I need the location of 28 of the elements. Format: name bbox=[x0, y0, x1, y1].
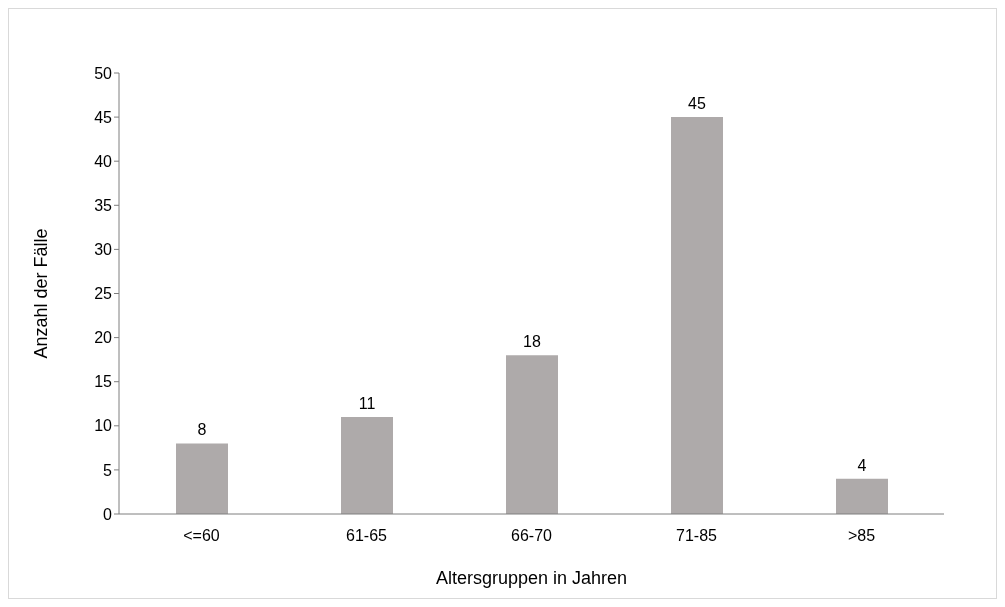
bar bbox=[836, 478, 888, 514]
data-label: 18 bbox=[523, 333, 541, 351]
data-label: 11 bbox=[358, 394, 376, 412]
x-tick-label: <=60 bbox=[183, 527, 220, 545]
data-label: 8 bbox=[197, 421, 207, 439]
x-axis-title: Altersgruppen in Jahren bbox=[435, 568, 628, 588]
data-label: 4 bbox=[857, 456, 867, 474]
bar bbox=[506, 355, 558, 514]
x-tick-label: 71-85 bbox=[676, 527, 718, 545]
y-axis-title: Anzahl der Fälle bbox=[31, 228, 52, 359]
x-tick-label: >85 bbox=[847, 527, 876, 545]
x-tick-label: 66-70 bbox=[511, 527, 553, 545]
y-tick-label: 10 bbox=[94, 417, 113, 435]
y-tick-label: 25 bbox=[94, 285, 113, 303]
y-tick-label: 50 bbox=[94, 64, 113, 82]
y-tick-label: 45 bbox=[94, 108, 113, 126]
y-tick-label: 35 bbox=[94, 196, 113, 214]
x-tick-label: 61-65 bbox=[346, 527, 388, 545]
y-tick-label: 40 bbox=[94, 152, 113, 170]
bar bbox=[176, 443, 228, 514]
bar bbox=[671, 117, 723, 514]
y-tick-label: 15 bbox=[94, 373, 113, 391]
bar bbox=[341, 416, 393, 514]
y-tick-label: 5 bbox=[103, 461, 113, 479]
y-tick-label: 30 bbox=[94, 241, 113, 259]
data-label: 45 bbox=[688, 95, 706, 113]
y-tick-label: 20 bbox=[94, 329, 113, 347]
y-tick-label: 0 bbox=[103, 505, 113, 523]
